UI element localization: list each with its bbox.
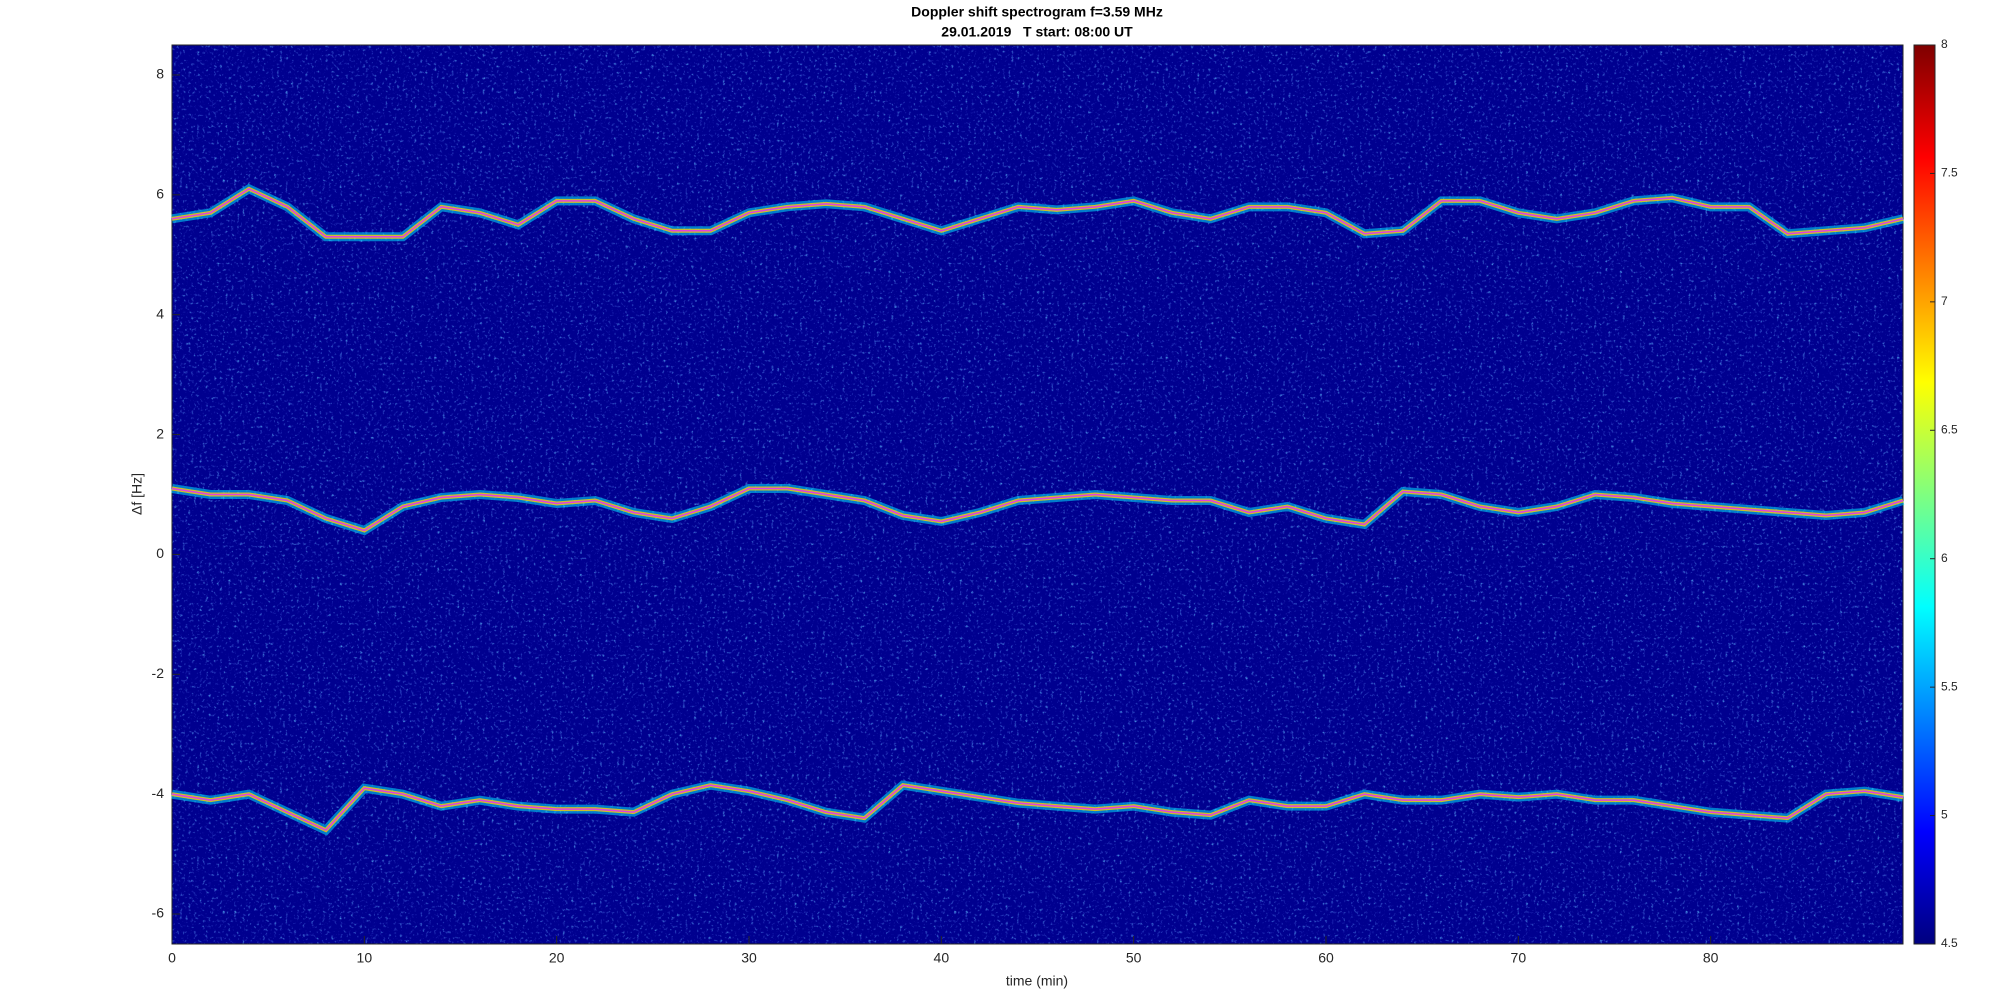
x-tick-label: 0 xyxy=(168,950,176,966)
x-tick-label: 30 xyxy=(741,950,757,966)
y-tick-label: -6 xyxy=(152,905,165,921)
x-tick-label: 20 xyxy=(549,950,565,966)
chart-subtitle: 29.01.2019 T start: 08:00 UT xyxy=(941,24,1133,40)
trace-line xyxy=(171,187,1904,238)
x-tick-label: 80 xyxy=(1703,950,1719,966)
y-tick-label: 6 xyxy=(156,186,164,202)
y-axis-label: Δf [Hz] xyxy=(129,473,145,515)
y-tick-label: 4 xyxy=(156,305,164,321)
trace-line xyxy=(171,784,1904,832)
colorbar-tick-label: 6.5 xyxy=(1941,422,1958,436)
colorbar-tick-label: 8 xyxy=(1941,37,1948,51)
y-tick-label: -2 xyxy=(152,665,165,681)
colorbar-tick-label: 7 xyxy=(1941,294,1948,308)
x-tick-label: 70 xyxy=(1511,950,1527,966)
x-tick-label: 10 xyxy=(357,950,373,966)
colorbar-tick-label: 5.5 xyxy=(1941,679,1958,693)
y-tick-label: -4 xyxy=(152,785,165,801)
colorbar-tick-label: 7.5 xyxy=(1941,166,1958,180)
x-axis-label: time (min) xyxy=(1006,973,1068,989)
colorbar xyxy=(1914,45,1935,944)
x-tick-label: 40 xyxy=(934,950,950,966)
x-tick-label: 50 xyxy=(1126,950,1142,966)
colorbar-tick-label: 6 xyxy=(1941,551,1948,565)
colorbar-tick-label: 5 xyxy=(1941,808,1948,822)
y-tick-label: 2 xyxy=(156,425,164,441)
colorbar-frame xyxy=(1913,44,1936,945)
chart-title: Doppler shift spectrogram f=3.59 MHz xyxy=(911,4,1163,20)
plot-frame xyxy=(171,44,1904,945)
y-tick-label: 0 xyxy=(156,545,164,561)
x-tick-label: 60 xyxy=(1318,950,1334,966)
y-tick-label: 8 xyxy=(156,66,164,82)
colorbar-tick-label: 4.5 xyxy=(1941,936,1958,950)
trace-line xyxy=(171,487,1904,532)
